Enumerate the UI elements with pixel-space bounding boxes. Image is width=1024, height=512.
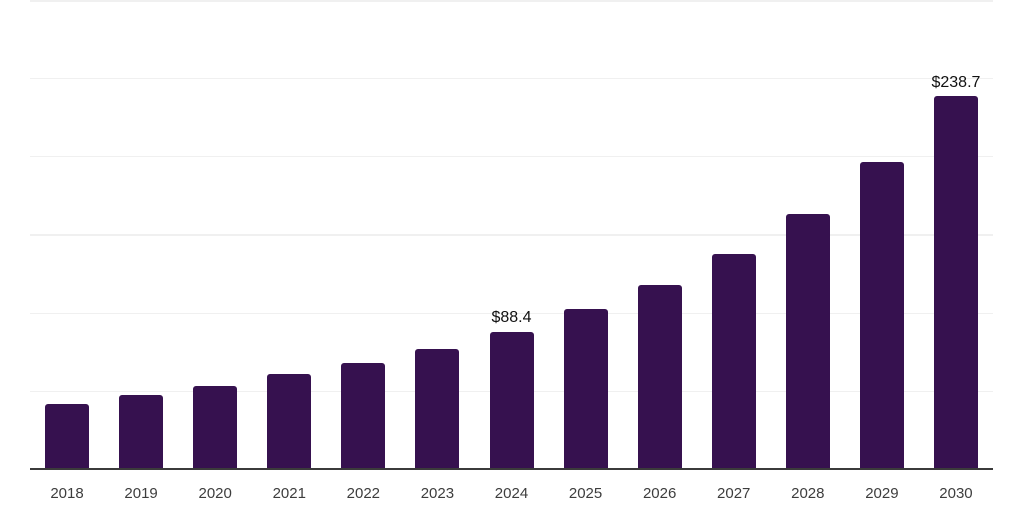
- data-label-2030: $238.7: [931, 73, 981, 91]
- bar-2024: [489, 331, 534, 470]
- x-tick-2020: 2020: [198, 485, 232, 502]
- bar-2030: [933, 96, 978, 470]
- bar-2023: [415, 348, 460, 470]
- bar-2029: [859, 161, 904, 470]
- data-label-2024: $88.4: [491, 309, 532, 327]
- bar-2019: [119, 394, 164, 470]
- x-axis-line: [30, 468, 993, 470]
- bar-2027: [711, 253, 756, 470]
- bar-2021: [267, 373, 312, 470]
- x-tick-2022: 2022: [346, 485, 381, 502]
- bar-2028: [785, 214, 830, 470]
- gridline-150: [30, 234, 993, 236]
- x-tick-2027: 2027: [717, 485, 751, 502]
- x-tick-2029: 2029: [865, 485, 899, 502]
- x-tick-2019: 2019: [124, 485, 158, 502]
- bar-2025: [563, 308, 608, 470]
- bar-2022: [341, 363, 386, 470]
- x-tick-2024: 2024: [494, 485, 529, 502]
- bar-2020: [193, 386, 238, 470]
- gridline-250: [30, 77, 993, 80]
- x-tick-2021: 2021: [272, 485, 306, 502]
- gridline-200: [30, 155, 993, 158]
- bar-2026: [637, 285, 682, 470]
- bar-2018: [45, 403, 90, 470]
- gridline-300: [30, 0, 993, 2]
- x-tick-2018: 2018: [50, 485, 84, 502]
- gridline-100: [30, 312, 993, 315]
- plot-area: $88.4 $238.7: [30, 0, 993, 470]
- x-tick-2026: 2026: [642, 485, 677, 502]
- x-tick-2028: 2028: [791, 485, 825, 502]
- x-tick-2023: 2023: [420, 485, 455, 502]
- x-tick-2025: 2025: [568, 485, 603, 502]
- x-tick-2030: 2030: [939, 485, 973, 502]
